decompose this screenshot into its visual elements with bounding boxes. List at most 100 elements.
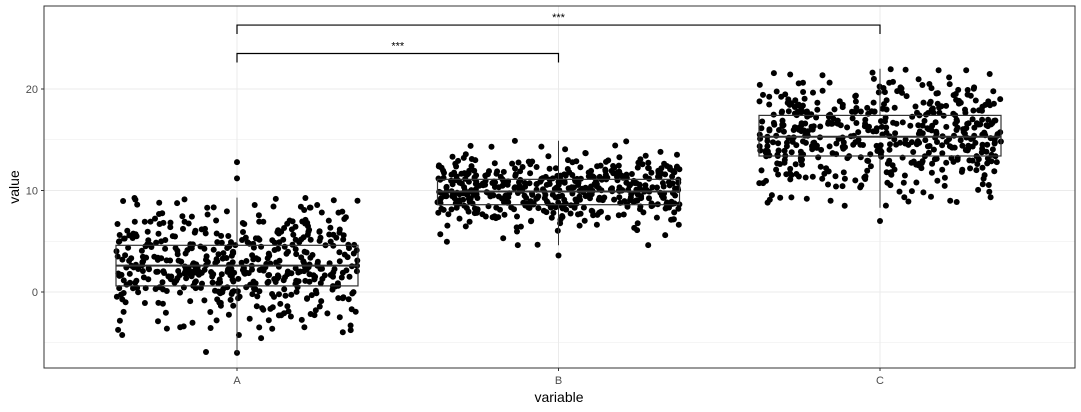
data-point [514,213,520,220]
data-point [920,189,927,196]
data-point [189,319,196,326]
data-point [465,178,472,185]
data-point [984,160,991,167]
data-point [152,215,158,222]
data-point [212,287,218,294]
data-point [220,250,227,257]
data-point [810,89,816,96]
data-point [612,142,619,149]
data-point [472,180,479,187]
data-point [757,147,764,154]
data-point [272,195,279,202]
data-point [156,284,163,291]
data-point [444,222,451,229]
data-point [353,247,360,254]
data-point [534,195,541,201]
data-point [319,265,325,272]
data-point [466,198,473,205]
data-point [628,171,635,177]
data-point [155,299,162,306]
data-point [448,171,455,178]
data-point [141,218,148,225]
data-point [505,199,512,206]
data-point [905,141,912,148]
data-point [990,88,997,95]
box-layer [115,68,1002,353]
data-point [671,209,678,216]
data-point [561,201,568,208]
data-point [864,167,871,174]
data-point [301,248,308,255]
data-point [891,166,898,173]
data-point [878,153,885,160]
data-point [588,167,595,174]
data-point [491,213,498,220]
data-point [453,204,460,211]
data-point [528,218,534,225]
data-point [180,225,186,232]
data-point [792,161,799,168]
data-point [440,174,447,181]
data-point [799,102,806,109]
data-point [285,248,291,255]
data-point [172,233,178,240]
data-point [561,178,568,185]
data-point [890,78,896,85]
data-point [640,209,647,216]
data-point [975,186,982,193]
data-point [255,256,262,263]
outlier-point [555,252,562,259]
data-point [302,220,309,227]
data-point [773,88,780,95]
data-point [552,204,559,211]
data-point [936,109,943,116]
data-point [804,113,811,120]
data-point [327,224,334,231]
data-point [781,159,788,166]
data-point [759,118,766,125]
data-point [252,286,259,293]
data-point [349,290,356,297]
data-point [223,255,230,261]
data-point [642,152,649,159]
data-point [305,228,312,235]
data-point [855,136,862,143]
data-point [523,194,530,201]
data-point [493,170,500,177]
data-point [798,122,805,129]
data-point [826,143,833,150]
data-point [986,188,993,195]
data-point [154,268,161,275]
data-point [884,160,891,167]
data-point [437,195,444,202]
x-tick-label: B [555,375,562,387]
data-point [284,268,291,275]
data-point [550,209,557,216]
data-point [638,195,645,202]
data-point [869,69,876,76]
data-point [228,239,234,246]
data-point [887,66,894,73]
data-point [861,174,868,181]
y-tick-label: 20 [26,84,38,96]
data-point [443,193,450,200]
data-point [160,268,167,275]
data-point [529,158,536,165]
data-point [882,202,889,209]
data-point [908,188,915,195]
data-point [230,302,237,309]
data-point [631,224,638,231]
data-point [301,268,308,275]
data-point [873,125,880,132]
data-point [946,81,953,88]
data-point [284,303,291,310]
data-point [229,259,236,266]
data-point [919,130,926,137]
data-point [970,107,977,114]
data-point [436,162,442,169]
data-point [471,167,478,174]
data-point [620,211,627,218]
data-point [298,316,305,323]
data-point [201,297,208,304]
data-point [925,126,932,133]
